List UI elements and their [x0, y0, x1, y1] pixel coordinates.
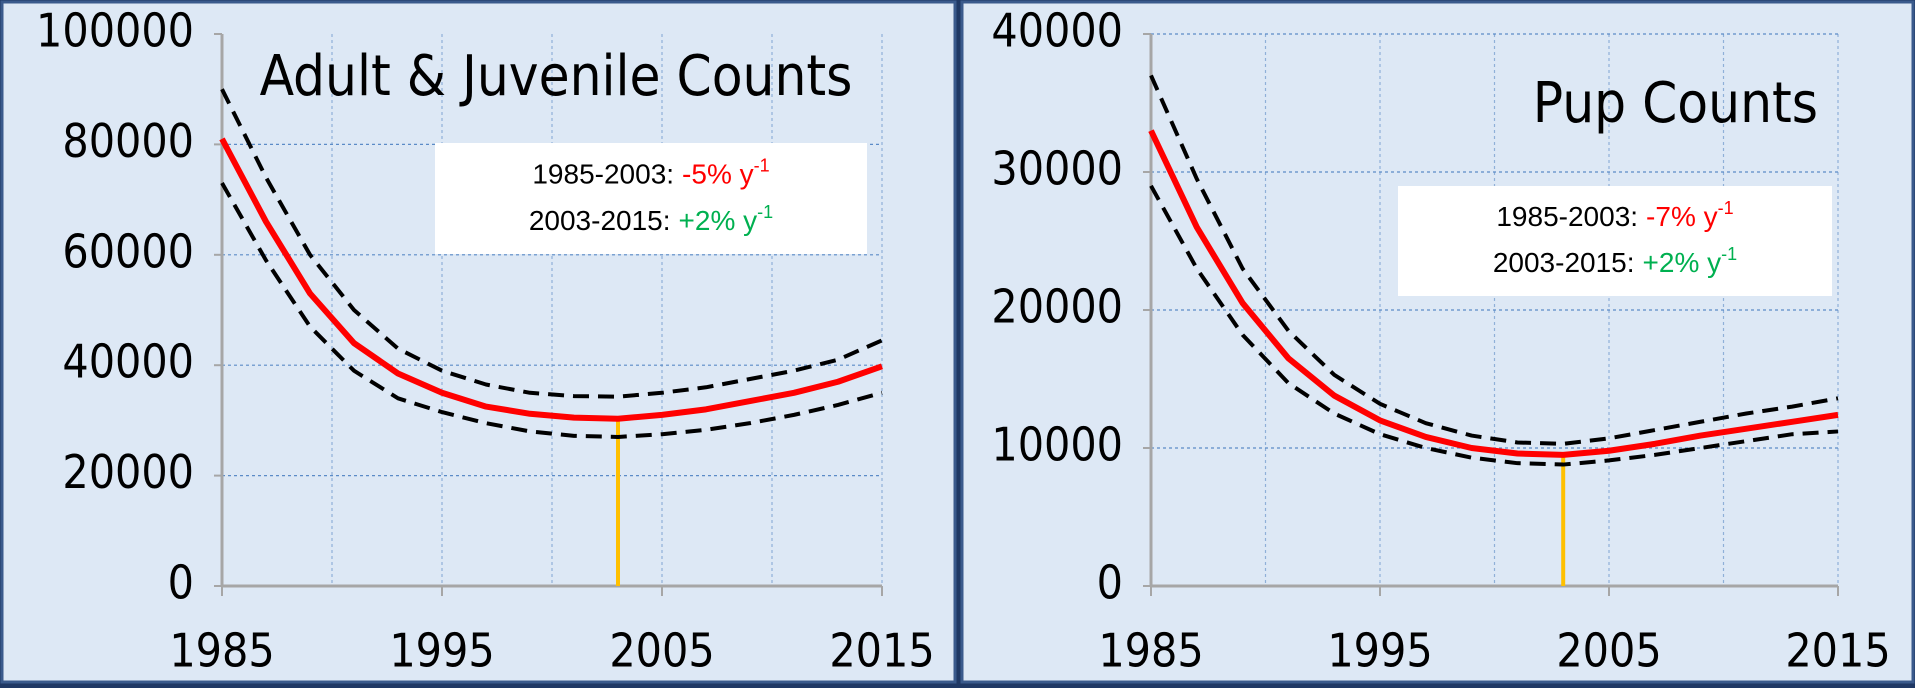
annotation-box: [435, 143, 867, 254]
annotation-rate: -5% y: [682, 159, 754, 190]
x-tick-label: 1985: [1098, 624, 1203, 678]
x-tick-label: 1985: [169, 624, 274, 678]
x-tick-label: 1995: [389, 624, 494, 678]
y-tick-label: 10000: [991, 418, 1123, 472]
annotation: 2003-2015: +2% y-1: [529, 202, 773, 237]
annotation: 2003-2015: +2% y-1: [1493, 244, 1737, 279]
band-line: [1149, 74, 1839, 446]
annotation-exponent: -1: [1721, 244, 1737, 264]
y-tick-label: 60000: [62, 224, 194, 278]
annotation-rate: +2% y: [679, 205, 758, 236]
y-tick-label: 40000: [62, 335, 194, 389]
x-tick-label: 2015: [1785, 624, 1890, 678]
x-tick-label: 2005: [609, 624, 714, 678]
annotation-exponent: -1: [757, 202, 773, 222]
annotation-period: 1985-2003:: [1496, 201, 1638, 232]
chart-title: Pup Counts: [1533, 71, 1818, 136]
annotation-period: 1985-2003:: [532, 159, 674, 190]
annotation: 1985-2003: -5% y-1: [532, 155, 769, 190]
y-tick-label: 30000: [991, 142, 1123, 196]
x-tick-label: 2005: [1556, 624, 1661, 678]
y-tick-label: 100000: [36, 4, 194, 58]
y-tick-label: 0: [1097, 556, 1123, 610]
y-tick-label: 80000: [62, 114, 194, 168]
y-tick-label: 0: [168, 556, 194, 610]
y-tick-label: 40000: [991, 4, 1123, 58]
annotation: 1985-2003: -7% y-1: [1496, 198, 1733, 233]
annotation-box: [1398, 186, 1832, 296]
chart-title: Adult & Juvenile Counts: [260, 44, 853, 109]
annotation-rate: +2% y: [1643, 248, 1722, 279]
panel: [0, 0, 957, 684]
annotation-rate: -7% y: [1646, 201, 1718, 232]
y-tick-label: 20000: [991, 280, 1123, 334]
band-line: [220, 182, 883, 439]
fit-line: [219, 137, 883, 422]
panel: [960, 0, 1915, 684]
x-tick-label: 2015: [829, 624, 934, 678]
annotation-exponent: -1: [754, 155, 770, 175]
x-tick-label: 1995: [1327, 624, 1432, 678]
band-line: [1149, 184, 1839, 467]
band-line: [220, 88, 883, 399]
annotation-period: 2003-2015:: [1493, 248, 1635, 279]
y-tick-label: 20000: [62, 445, 194, 499]
annotation-period: 2003-2015:: [529, 205, 671, 236]
fit-line: [1148, 129, 1839, 458]
annotation-exponent: -1: [1718, 198, 1734, 218]
